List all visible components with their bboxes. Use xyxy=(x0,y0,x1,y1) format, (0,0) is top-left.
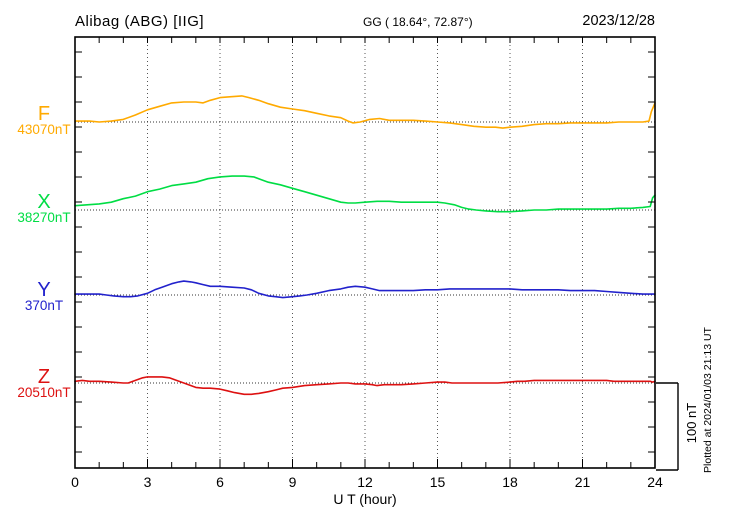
component-label-X: X 38270nT xyxy=(12,191,76,225)
component-baseline-F: 43070nT xyxy=(17,122,71,137)
trace-Y xyxy=(74,280,656,299)
component-letter-F: F xyxy=(37,103,51,125)
x-tick-label: 21 xyxy=(575,474,591,490)
component-baseline-X: 38270nT xyxy=(17,210,71,225)
component-letter-Y: Y xyxy=(37,279,51,301)
component-baseline-Y: 370nT xyxy=(24,298,64,313)
x-tick-label: 0 xyxy=(71,474,79,490)
trace-Z xyxy=(74,376,656,396)
trace-F xyxy=(74,95,656,129)
component-label-F: F 43070nT xyxy=(12,103,76,137)
x-tick-label: 18 xyxy=(502,474,518,490)
x-tick-label: 24 xyxy=(647,474,663,490)
trace-X xyxy=(74,175,656,213)
x-tick-label: 15 xyxy=(430,474,446,490)
component-label-Z: Z 20510nT xyxy=(12,366,76,400)
plotted-timestamp-note: Plotted at 2024/01/03 21:13 UT xyxy=(702,327,714,473)
component-letter-X: X xyxy=(37,191,51,213)
component-label-Y: Y 370nT xyxy=(12,279,76,313)
component-baseline-Z: 20510nT xyxy=(17,385,71,400)
scalebar-label: 100 nT xyxy=(684,402,699,444)
component-letter-Z: Z xyxy=(37,366,51,388)
x-tick-label: 9 xyxy=(289,474,297,490)
geo-coordinates: GG ( 18.64°, 72.87°) xyxy=(363,15,473,29)
x-tick-label: 3 xyxy=(144,474,152,490)
xaxis-title: U T (hour) xyxy=(333,491,397,507)
x-tick-label: 6 xyxy=(216,474,224,490)
station-title: Alibag (ABG) [IIG] xyxy=(75,13,205,30)
plot-date: 2023/12/28 xyxy=(582,13,655,29)
x-tick-label: 12 xyxy=(357,474,373,490)
